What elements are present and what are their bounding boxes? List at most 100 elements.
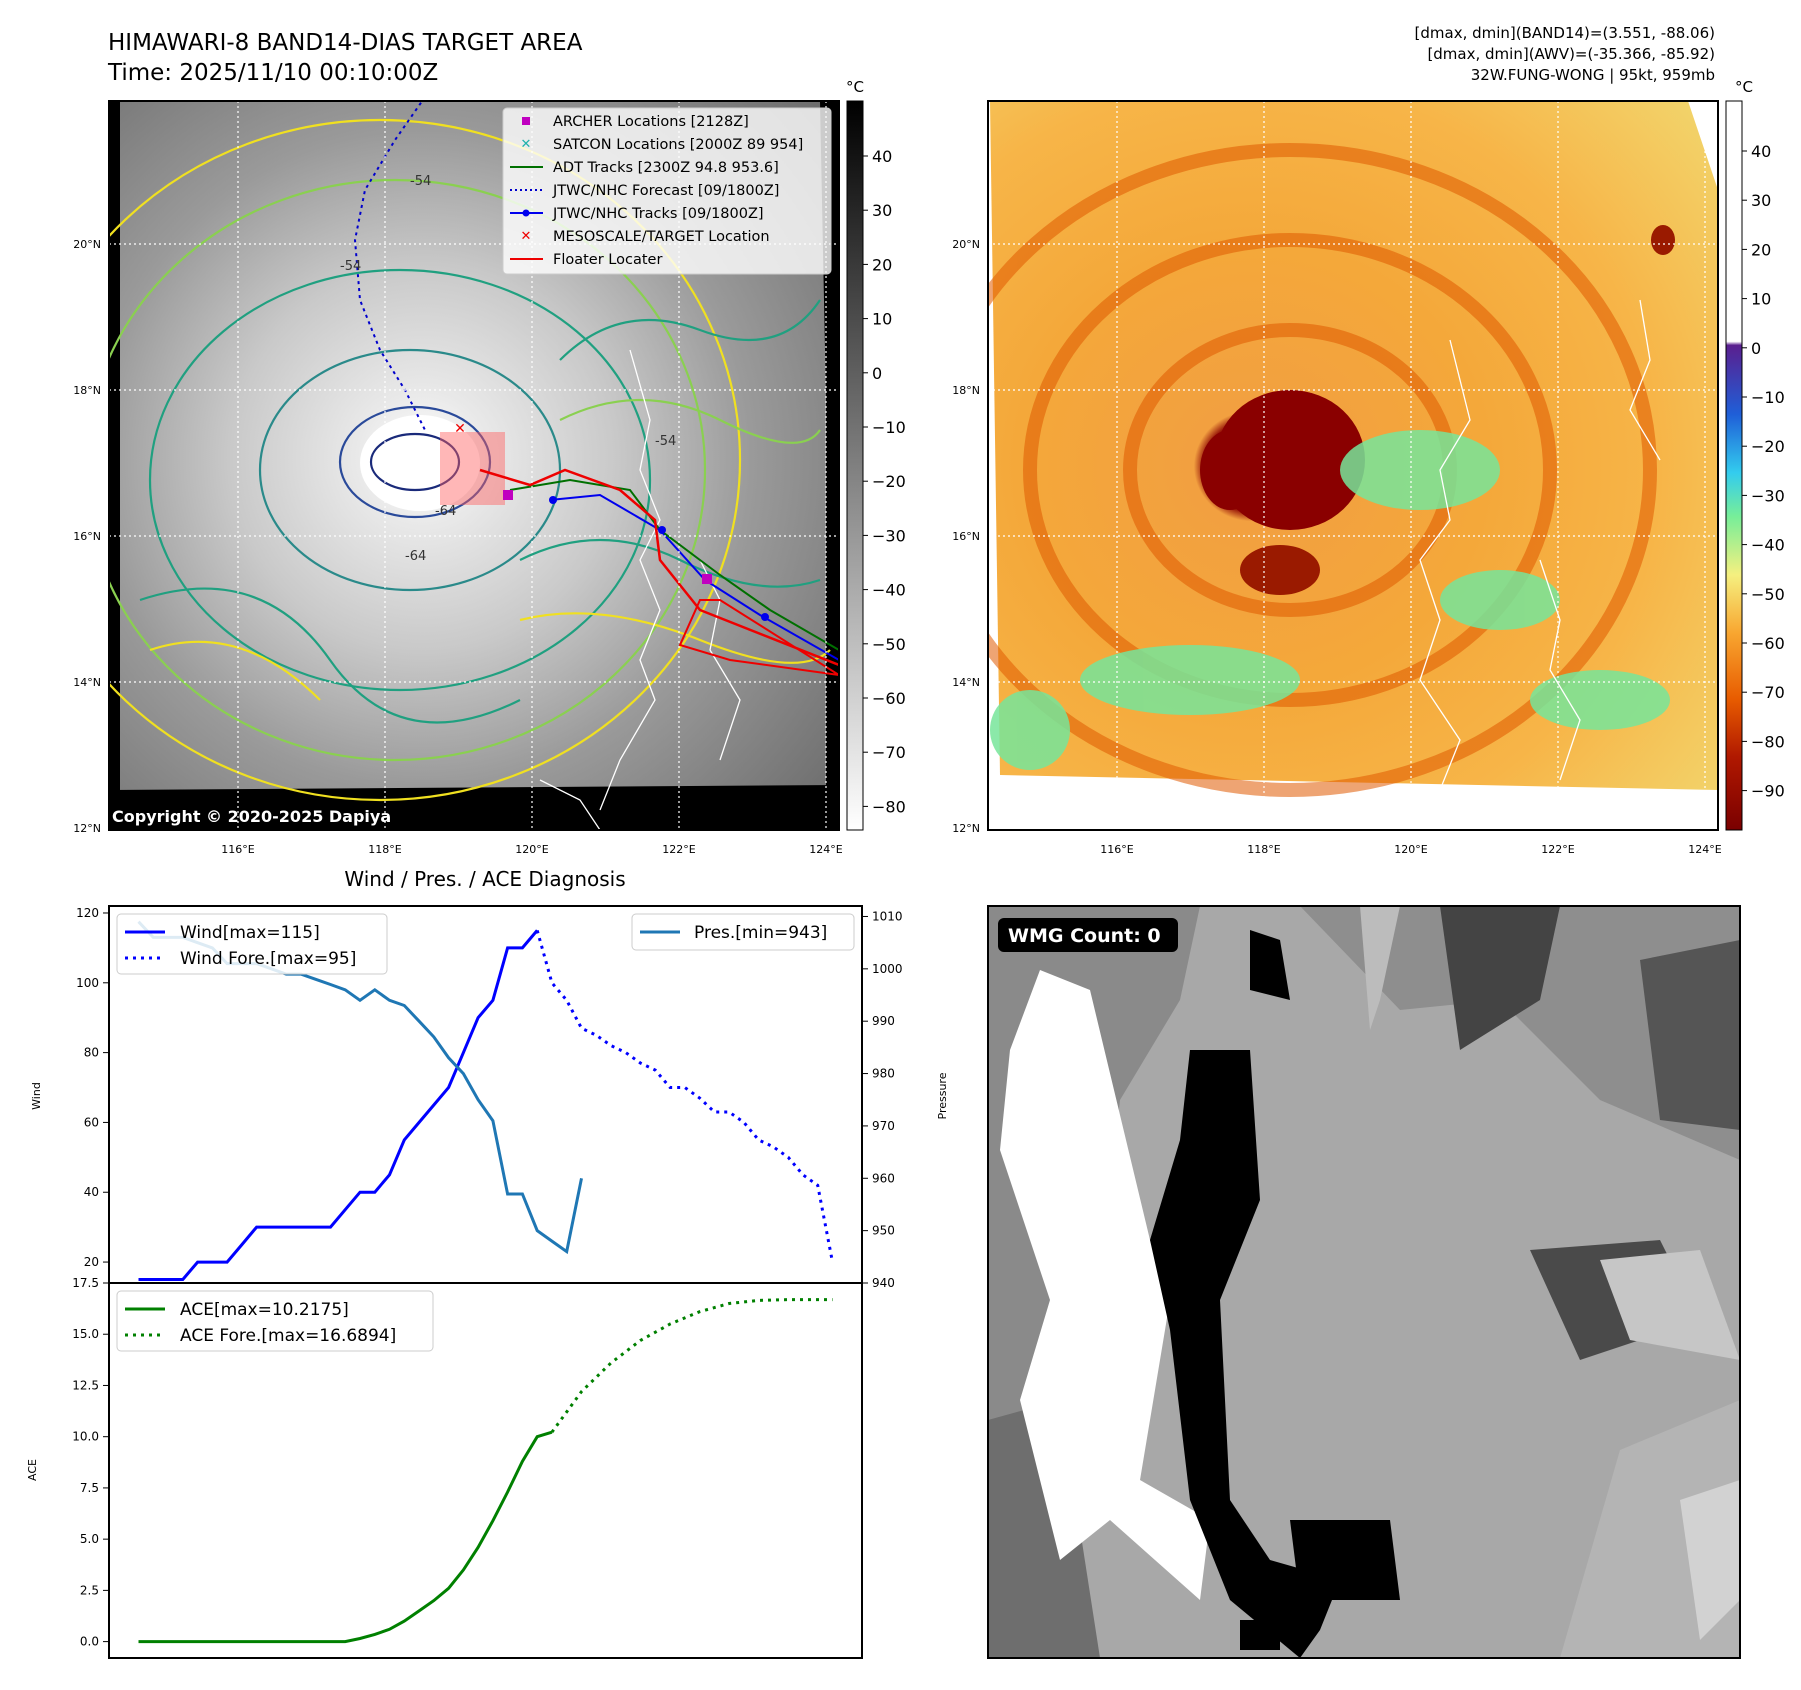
- ace-ytick-label: 17.5: [72, 1276, 99, 1290]
- wmg-count-badge: [998, 918, 1178, 952]
- colorbar-left-tick-label: −20: [872, 472, 906, 491]
- contour-labels: -54 -54 -64 -64 -54: [340, 174, 676, 564]
- ir-map-panel: ✕ -54 -54 -64 -64 -54 Copyright © 2020-2…: [73, 100, 843, 856]
- colorbar-left-tick-label: −30: [872, 526, 906, 545]
- wind-pressure-chart: Wind Pressure 20 40 60 80 100 120 940 950 960 97…: [30, 905, 949, 1290]
- colorbar-right: °C 40 30 20 10 0 −10 −20 −30 −40 −50 −60 −70 −80 −90: [1725, 78, 1785, 831]
- svg-text:118°E: 118°E: [368, 843, 401, 856]
- colorbar-left: °C 40 30 20 10 0 −10 −20 −30 −40 −50 −60 −70 −80: [846, 78, 906, 831]
- legend-floater: Floater Locater: [553, 252, 662, 268]
- target-x-marker: ✕: [454, 421, 466, 437]
- legend-pressure: Pres.[min=943]: [694, 923, 827, 943]
- ace-ytick-label: 2.5: [80, 1583, 99, 1597]
- svg-text:124°E: 124°E: [1688, 843, 1721, 856]
- legend-ace-fore: ACE Fore.[max=16.6894]: [180, 1326, 396, 1346]
- ace-ytick-label: 12.5: [72, 1378, 99, 1392]
- pressure-ytick-label: 980: [872, 1067, 895, 1081]
- colorbar-right-tick-label: 10: [1751, 290, 1771, 309]
- svg-text:20°N: 20°N: [73, 238, 101, 251]
- ace-ytick-label: 15.0: [72, 1327, 99, 1341]
- floater-track: [479, 468, 839, 667]
- colorbar-right-tick-label: −10: [1751, 388, 1785, 407]
- svg-text:116°E: 116°E: [221, 843, 254, 856]
- series-wind: [138, 929, 539, 1281]
- svg-text:122°E: 122°E: [1541, 843, 1574, 856]
- wind-axis-label: Wind: [30, 1082, 43, 1110]
- mesoscale-box: [440, 432, 505, 505]
- ace-ytick-label: 0.0: [80, 1635, 99, 1649]
- svg-text:120°E: 120°E: [1394, 843, 1427, 856]
- copyright-label: Copyright © 2020-2025 Dapiya: [112, 807, 391, 826]
- pressure-legend: Pres.[min=943]: [631, 913, 855, 951]
- colorbar-left-tick-label: 40: [872, 147, 892, 166]
- svg-text:16°N: 16°N: [952, 530, 980, 543]
- colorbar-left-tick-label: 30: [872, 201, 892, 220]
- colorbar-right-unit: °C: [1735, 78, 1753, 96]
- svg-text:12°N: 12°N: [952, 822, 980, 835]
- colorbar-left-tick-label: 20: [872, 255, 892, 274]
- wind-ytick-label: 80: [84, 1046, 99, 1060]
- no-data-strip: [109, 785, 839, 830]
- legend-satcon: SATCON Locations [2000Z 89 954]: [553, 137, 803, 153]
- target-legend-icon: ✕: [521, 229, 532, 244]
- diagnosis-title: Wind / Pres. / ACE Diagnosis: [344, 867, 625, 891]
- colorbar-left-tick-label: −70: [872, 743, 906, 762]
- wmg-count-label: WMG Count: 0: [1008, 925, 1161, 947]
- svg-text:18°N: 18°N: [952, 384, 980, 397]
- svg-text:16°N: 16°N: [73, 530, 101, 543]
- right-map-axis-labels: 20°N 18°N 16°N 14°N 12°N 116°E 118°E 120…: [952, 238, 1722, 856]
- svg-text:14°N: 14°N: [73, 676, 101, 689]
- awv-coastlines: [1419, 299, 1661, 791]
- colorbar-left-tick-label: 0: [872, 364, 882, 383]
- ace-legend: ACE[max=10.2175] ACE Fore.[max=16.6894]: [116, 1290, 434, 1352]
- colorbar-left-tick-label: −60: [872, 689, 906, 708]
- svg-text:120°E: 120°E: [515, 843, 548, 856]
- colorbar-right-tick-label: −60: [1751, 634, 1785, 653]
- legend-ace: ACE[max=10.2175]: [180, 1300, 349, 1320]
- svg-text:-54: -54: [655, 434, 676, 449]
- pressure-ytick-label: 960: [872, 1171, 895, 1185]
- pressure-ytick-label: 950: [872, 1224, 895, 1238]
- colorbar-left-unit: °C: [846, 78, 864, 96]
- legend-forecast: JTWC/NHC Forecast [09/1800Z]: [552, 183, 779, 199]
- wind-ytick-label: 20: [84, 1255, 99, 1269]
- svg-text:-64: -64: [435, 504, 456, 519]
- jtwc-track: [549, 493, 839, 661]
- ace-ytick-label: 10.0: [72, 1430, 99, 1444]
- colorbar-right-tick-label: −40: [1751, 536, 1785, 555]
- svg-text:18°N: 18°N: [73, 384, 101, 397]
- svg-text:12°N: 12°N: [73, 822, 101, 835]
- stats-storm: 32W.FUNG-WONG | 95kt, 959mb: [1471, 66, 1715, 84]
- ace-axis-label: ACE: [26, 1459, 39, 1481]
- colorbar-right-tick-label: −90: [1751, 782, 1785, 801]
- awv-map-panel: 20°N 18°N 16°N 14°N 12°N 116°E 118°E 120…: [952, 100, 1722, 856]
- contour-lines: [109, 119, 831, 801]
- series-ace: [138, 1430, 553, 1644]
- svg-text:122°E: 122°E: [662, 843, 695, 856]
- pressure-ytick-label: 970: [872, 1119, 895, 1133]
- wind-ytick-label: 60: [84, 1115, 99, 1129]
- colorbar-right-tick-label: −20: [1751, 437, 1785, 456]
- series-ace-forecast: [550, 1298, 833, 1434]
- legend-target: MESOSCALE/TARGET Location: [553, 229, 770, 245]
- awv-graticule: [988, 101, 1718, 830]
- svg-text:-64: -64: [405, 549, 426, 564]
- colorbar-right-tick-label: 20: [1751, 240, 1771, 259]
- svg-text:14°N: 14°N: [952, 676, 980, 689]
- legend-wind: Wind[max=115]: [180, 923, 320, 943]
- svg-text:20°N: 20°N: [952, 238, 980, 251]
- svg-text:118°E: 118°E: [1247, 843, 1280, 856]
- figure-title: HIMAWARI-8 BAND14-DIAS TARGET AREA: [108, 30, 583, 56]
- legend-archer: ARCHER Locations [2128Z]: [553, 114, 749, 130]
- pressure-ytick-label: 1010: [872, 909, 903, 923]
- svg-text:-54: -54: [340, 259, 361, 274]
- wmg-warm-band: [1000, 970, 1210, 1600]
- legend-wind-fore: Wind Fore.[max=95]: [180, 949, 356, 969]
- wind-ytick-label: 100: [76, 976, 99, 990]
- pressure-ytick-label: 1000: [872, 962, 903, 976]
- svg-text:-54: -54: [410, 174, 431, 189]
- archer-marker: [503, 490, 513, 500]
- colorbar-left-tick-label: −40: [872, 581, 906, 600]
- series-wind-fore: [535, 929, 834, 1263]
- colorbar-right-tick-label: −70: [1751, 683, 1785, 702]
